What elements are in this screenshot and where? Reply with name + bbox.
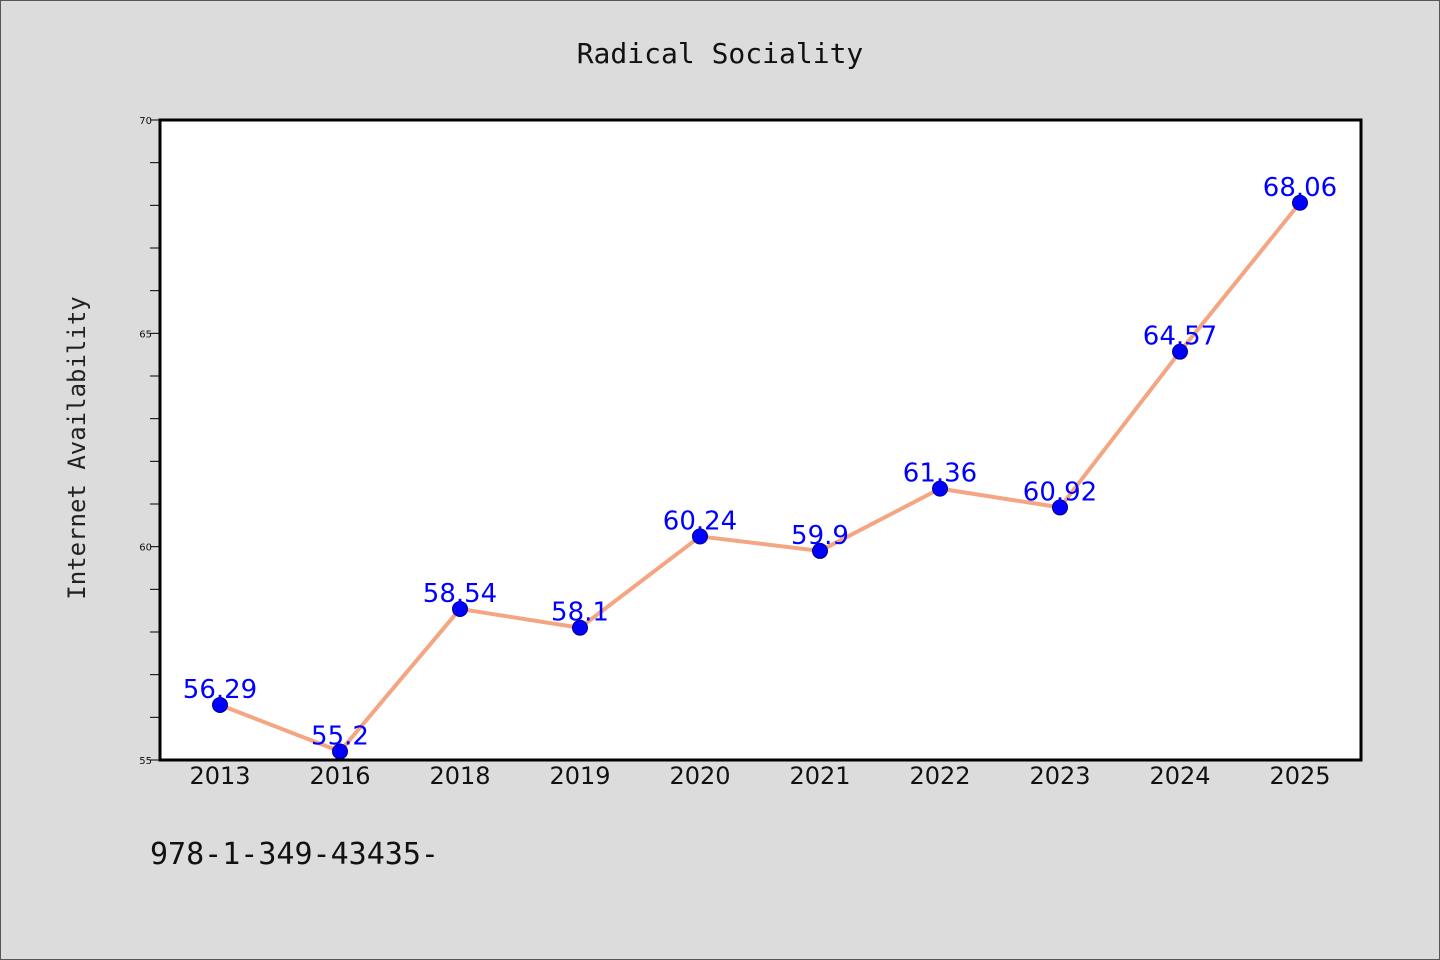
x-tick-label: 2024 [1149, 762, 1210, 790]
x-tick-label: 2025 [1269, 762, 1330, 790]
data-label: 58.54 [423, 579, 497, 609]
data-point [1172, 343, 1188, 360]
data-markers [212, 194, 1308, 760]
data-label: 59.9 [791, 521, 849, 551]
y-tick-label: 55 [139, 756, 152, 767]
data-labels: 56.29 55.2 58.54 58.1 60.24 59.9 61.36 60.92 64.… [183, 173, 1337, 752]
data-point [812, 542, 828, 559]
data-point [932, 480, 948, 497]
chart-title: Radical Sociality [577, 37, 864, 70]
data-label: 60.24 [663, 506, 737, 536]
data-point [1052, 499, 1068, 516]
data-point [1292, 194, 1308, 211]
data-label: 58.1 [551, 598, 609, 628]
footer-text: 978-1-349-43435- [150, 837, 439, 872]
plot-border [158, 118, 1363, 762]
x-tick-label: 2016 [309, 762, 370, 790]
data-label: 56.29 [183, 675, 257, 705]
plot-area [160, 120, 1361, 760]
y-axis-label: Internet Availability [63, 296, 91, 599]
data-label: 68.06 [1263, 173, 1337, 203]
y-tick-label: 65 [139, 329, 152, 340]
data-label: 61.36 [903, 459, 977, 489]
x-tick-label: 2023 [1029, 762, 1090, 790]
series-line [219, 201, 1302, 754]
data-point [692, 528, 708, 545]
y-tick-label: 60 [139, 543, 152, 554]
x-tick-label: 2018 [429, 762, 490, 790]
x-tick-labels: 2013 2016 2018 2019 2020 2021 2022 2023 2024 2025 [189, 762, 1330, 790]
x-tick-label: 2021 [789, 762, 850, 790]
y-tick-marks [150, 119, 160, 761]
x-tick-label: 2020 [669, 762, 730, 790]
data-point [572, 619, 588, 636]
y-tick-label: 70 [139, 116, 152, 127]
data-label: 64.57 [1143, 322, 1217, 352]
x-tick-label: 2019 [549, 762, 610, 790]
data-label: 60.92 [1023, 477, 1097, 507]
x-tick-label: 2013 [189, 762, 250, 790]
data-point [452, 600, 468, 617]
data-point [212, 696, 228, 713]
x-tick-label: 2022 [909, 762, 970, 790]
y-tick-labels: 55 60 65 70 [139, 116, 152, 767]
data-label: 55.2 [311, 721, 369, 751]
